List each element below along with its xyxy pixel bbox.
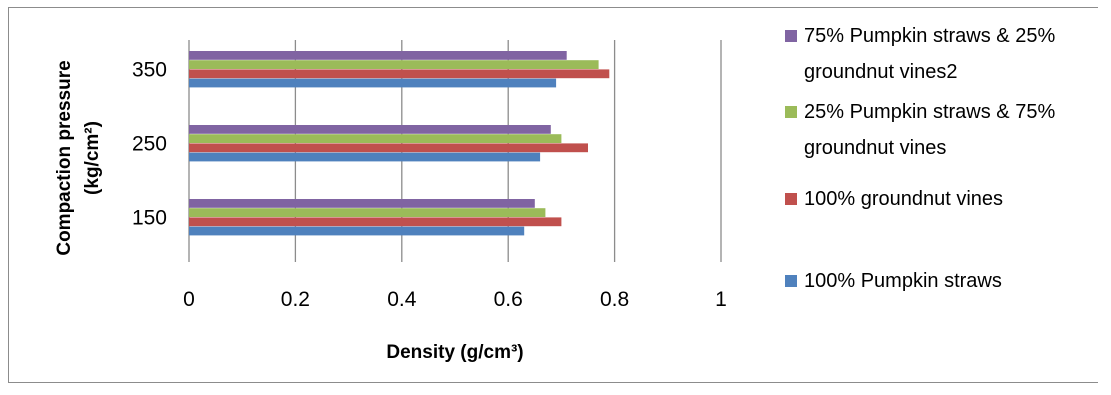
legend-label: 100% groundnut vines [804,188,1003,210]
y-tick-label: 350 [132,58,167,81]
chart-frame [8,7,1098,383]
bar [189,69,610,79]
y-tick-label: 250 [132,132,167,155]
x-tick-label: 0.4 [387,288,417,311]
bar [189,217,562,227]
x-tick-label: 0 [183,288,195,311]
bars [189,51,610,236]
bar [189,152,541,162]
bar [189,199,535,208]
legend-label: 75% Pumpkin straws & 25% [804,25,1055,47]
bar [189,78,557,88]
bar [189,125,551,134]
legend: 75% Pumpkin straws & 25%groundnut vines2… [785,25,1055,292]
x-axis-title: Density (g/cm³) [386,342,523,363]
legend-swatch [785,106,797,118]
x-tick-label: 0.2 [281,288,310,311]
bar [189,60,599,69]
legend-label: groundnut vines [804,137,946,159]
legend-label: groundnut vines2 [804,61,957,83]
x-tick-labels: 0 0.2 0.4 0.6 0.8 1 [183,288,727,311]
y-axis-title-line2: (kg/cm²) [82,121,103,195]
x-tick-label: 0.6 [494,288,523,311]
bar [189,226,525,236]
y-tick-label: 150 [132,206,167,229]
bar [189,208,546,217]
legend-swatch [785,275,797,287]
y-tick-labels: 150 250 350 [132,58,167,229]
bar [189,134,562,143]
legend-swatch [785,30,797,42]
legend-swatch [785,193,797,205]
x-tick-label: 0.8 [600,288,629,311]
x-tick-label: 1 [715,288,727,311]
y-axis-title-line1: Compaction pressure [54,60,75,255]
legend-label: 25% Pumpkin straws & 75% [804,101,1055,123]
legend-label: 100% Pumpkin straws [804,270,1002,292]
bar [189,143,588,153]
bar [189,51,567,60]
